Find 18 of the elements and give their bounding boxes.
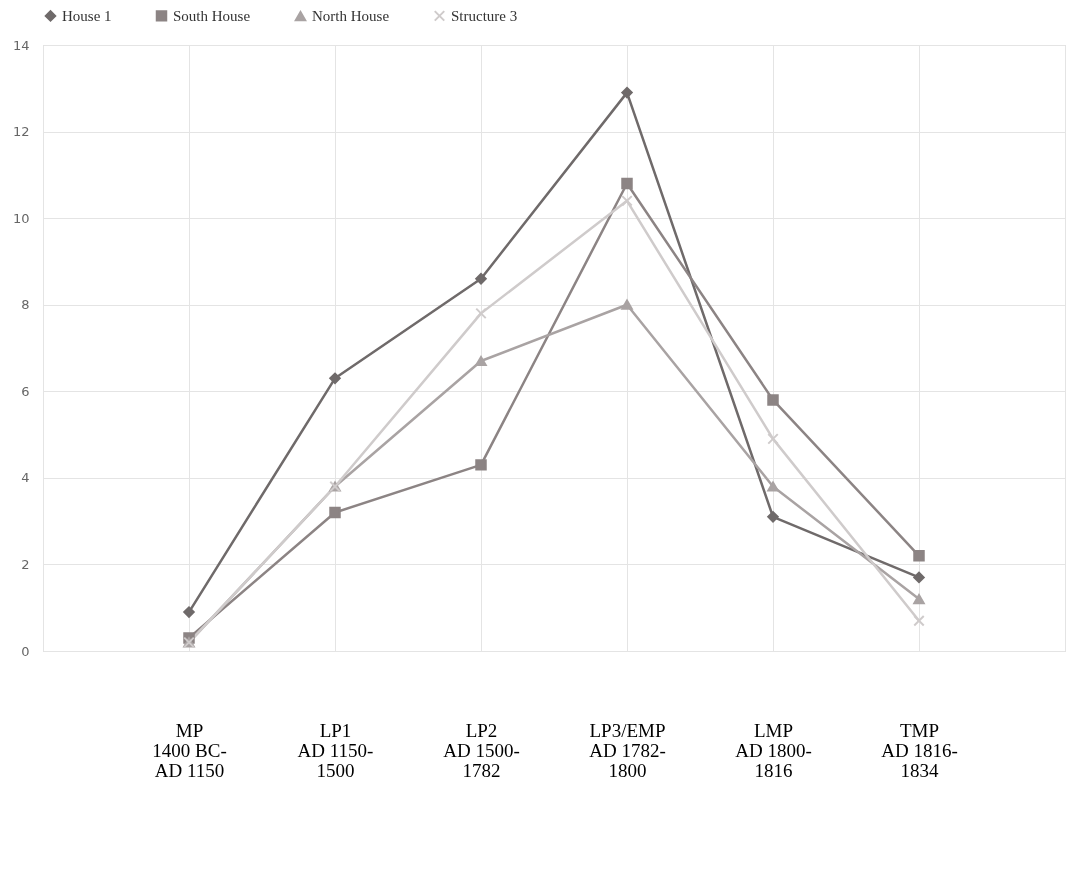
y-tick-label: 8: [21, 297, 30, 313]
x-tick-label: LP2 AD 1500- 1782: [443, 719, 520, 781]
legend-label: House 1: [62, 7, 112, 24]
legend-label: North House: [312, 8, 390, 25]
x-tick-label: LP3/EMP AD 1782- 1800: [589, 719, 666, 781]
y-tick-label: 4: [21, 470, 30, 486]
y-tick-label: 14: [12, 37, 30, 53]
x-tick-label: TMP AD 1816- 1834: [881, 719, 958, 781]
x-tick-label: LP1 AD 1150- 1500: [297, 719, 374, 781]
x-tick-label: MP 1400 BC- AD 1150: [152, 719, 227, 781]
legend-label: Structure 3: [451, 7, 518, 24]
y-tick-label: 10: [12, 210, 30, 226]
y-tick-label: 6: [21, 383, 30, 399]
y-tick-label: 12: [12, 124, 30, 140]
x-tick-label: LMP AD 1800- 1816: [735, 719, 812, 781]
legend-label: South House: [173, 7, 251, 24]
y-tick-label: 2: [21, 556, 30, 572]
y-tick-label: 0: [21, 643, 30, 659]
